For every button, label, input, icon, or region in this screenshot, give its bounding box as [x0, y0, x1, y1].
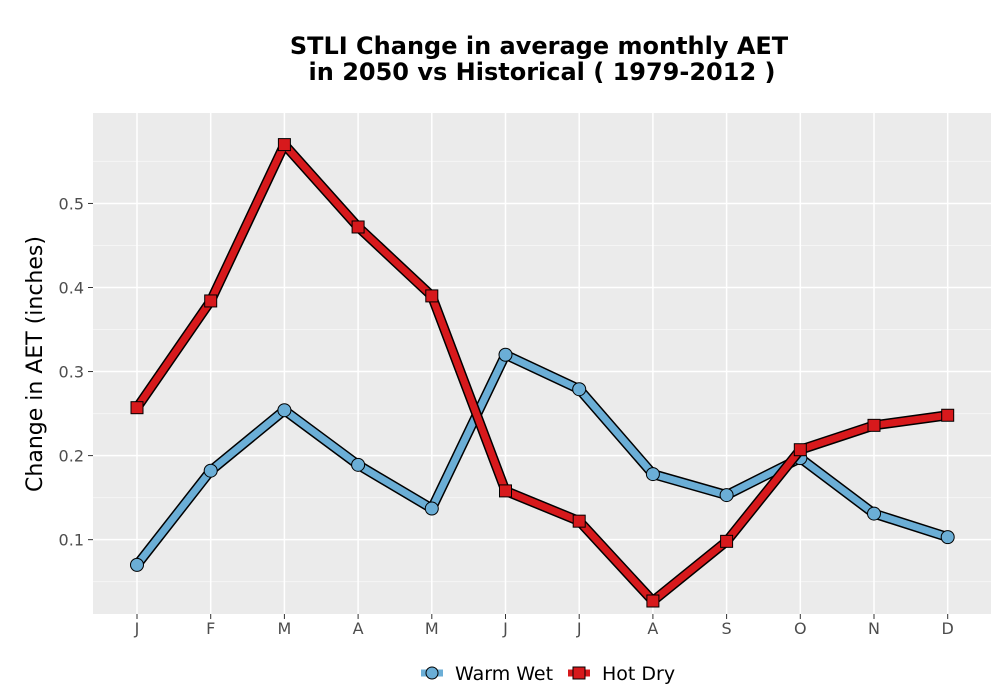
data-point-hot-dry	[941, 408, 955, 422]
x-tick-label: J	[502, 619, 508, 638]
legend-label-hot-dry: Hot Dry	[602, 663, 675, 685]
y-tick-label: 0.1	[59, 531, 84, 550]
data-point-warm-wet	[424, 501, 439, 516]
y-tick-label: 0.3	[59, 363, 84, 382]
y-tick-label: 0.5	[59, 194, 84, 213]
x-tick-label: M	[277, 619, 291, 638]
x-tick-label: M	[425, 619, 439, 638]
data-point-hot-dry	[277, 138, 291, 152]
x-tick-label: A	[647, 619, 658, 638]
series-line-hot-dry	[133, 141, 952, 605]
data-point-warm-wet	[572, 382, 587, 397]
y-axis-label: Change in AET (inches)	[23, 236, 48, 492]
data-point-warm-wet	[203, 463, 218, 478]
x-tick-label: N	[868, 619, 880, 638]
data-point-hot-dry	[130, 401, 144, 415]
data-point-warm-wet	[645, 467, 660, 482]
data-point-hot-dry	[720, 534, 734, 548]
x-tick-label: A	[353, 619, 364, 638]
data-point-hot-dry	[867, 418, 881, 432]
plot-panel	[93, 113, 991, 614]
data-point-hot-dry	[204, 294, 218, 308]
data-point-warm-wet	[498, 347, 513, 362]
series-hot-dry	[130, 138, 955, 608]
chart-title-line2: in 2050 vs Historical ( 1979-2012 )	[309, 58, 776, 86]
data-point-hot-dry	[425, 289, 439, 303]
x-tick-label: O	[794, 619, 807, 638]
series-warm-wet	[130, 347, 955, 572]
data-point-warm-wet	[867, 506, 881, 521]
legend: Warm Wet Hot Dry	[421, 663, 675, 685]
data-point-warm-wet	[719, 488, 734, 503]
data-point-warm-wet	[351, 457, 366, 472]
legend-item-warm-wet: Warm Wet	[421, 663, 553, 685]
axes: 0.1 0.2 0.3 0.4 0.5 J F M A M J J A S O N D	[59, 194, 954, 638]
x-tick-label: J	[134, 619, 140, 638]
legend-label-warm-wet: Warm Wet	[455, 663, 553, 685]
chart-title-line1: STLI Change in average monthly AET	[290, 32, 789, 60]
data-point-hot-dry	[572, 514, 586, 528]
y-tick-label: 0.2	[59, 447, 84, 466]
x-tick-label: D	[942, 619, 954, 638]
x-tick-label: F	[206, 619, 215, 638]
y-tick-label: 0.4	[59, 279, 84, 298]
series-layer	[130, 138, 955, 608]
data-point-warm-wet	[277, 403, 292, 418]
data-point-warm-wet	[940, 530, 955, 545]
legend-marker-hot-dry	[572, 666, 586, 680]
data-point-hot-dry	[793, 443, 807, 457]
x-tick-label: S	[722, 619, 732, 638]
legend-item-hot-dry: Hot Dry	[568, 663, 675, 685]
x-tick-label: J	[576, 619, 582, 638]
data-point-hot-dry	[646, 594, 660, 608]
series-line-warm-wet	[133, 351, 952, 569]
data-point-hot-dry	[499, 484, 512, 498]
legend-marker-warm-wet	[425, 666, 439, 680]
data-point-hot-dry	[351, 220, 365, 234]
data-point-warm-wet	[130, 557, 144, 572]
